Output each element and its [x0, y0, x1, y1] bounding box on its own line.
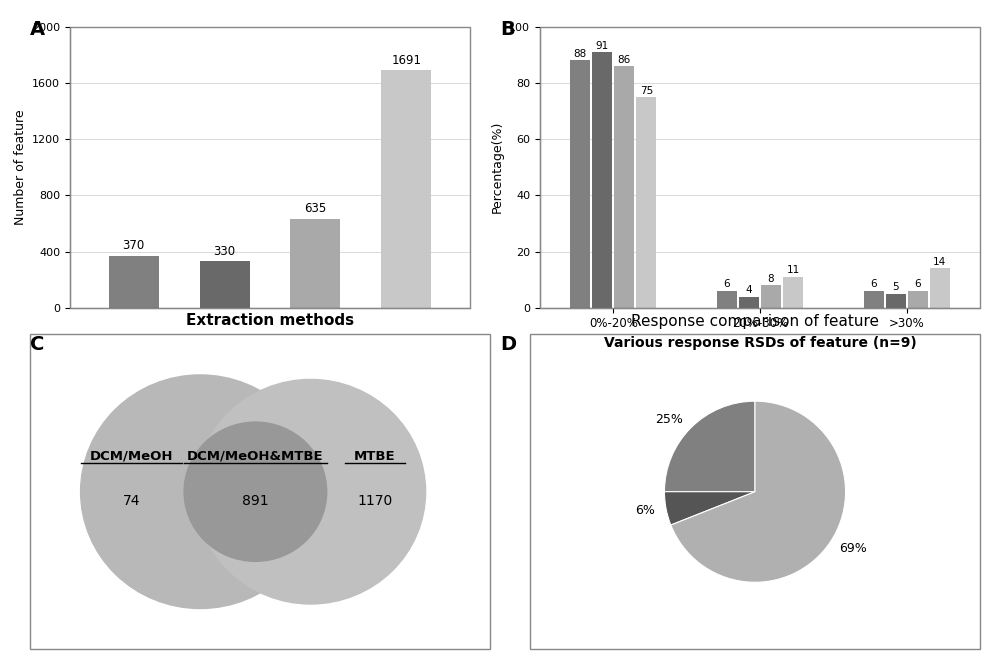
Bar	[636, 97, 656, 308]
Text: B: B	[500, 20, 515, 39]
Text: 4: 4	[746, 285, 752, 295]
Bar	[570, 60, 590, 308]
X-axis label: Various response RSDs of feature (n=9): Various response RSDs of feature (n=9)	[604, 336, 916, 350]
Title: Response comparison of feature: Response comparison of feature	[631, 314, 879, 329]
Text: D: D	[500, 334, 516, 353]
Bar	[592, 52, 612, 308]
Text: 91: 91	[596, 41, 609, 51]
Bar	[864, 291, 884, 308]
Text: 6: 6	[724, 280, 730, 290]
Bar	[886, 294, 906, 308]
Circle shape	[184, 422, 327, 561]
Bar	[739, 296, 759, 308]
Text: 75: 75	[640, 86, 653, 96]
Text: 11: 11	[786, 266, 800, 276]
Text: 25%: 25%	[655, 413, 683, 427]
Circle shape	[81, 375, 320, 609]
Bar	[783, 277, 803, 308]
Bar	[200, 262, 250, 308]
Bar	[908, 291, 928, 308]
Text: 891: 891	[242, 494, 269, 508]
Bar	[614, 66, 634, 308]
Y-axis label: Percentage(%): Percentage(%)	[491, 121, 504, 213]
Text: 8: 8	[768, 274, 774, 284]
Text: DCM/MeOH: DCM/MeOH	[89, 450, 173, 462]
Text: 69%: 69%	[839, 542, 867, 555]
Bar	[717, 291, 737, 308]
Text: 370: 370	[123, 240, 145, 252]
Text: 6: 6	[870, 280, 877, 290]
Text: MTBE: MTBE	[354, 450, 396, 462]
Bar	[381, 70, 431, 308]
Circle shape	[196, 379, 426, 604]
Text: 74: 74	[122, 494, 140, 508]
Wedge shape	[664, 492, 755, 525]
Text: 330: 330	[213, 245, 236, 258]
Bar	[109, 256, 159, 308]
Text: 88: 88	[574, 49, 587, 59]
Wedge shape	[664, 401, 755, 492]
Text: 635: 635	[304, 202, 327, 215]
X-axis label: Extraction methods: Extraction methods	[186, 313, 354, 328]
Text: 1170: 1170	[357, 494, 393, 508]
Text: 6: 6	[914, 280, 921, 290]
Bar	[761, 285, 781, 308]
Text: 5: 5	[892, 282, 899, 292]
Text: 1691: 1691	[391, 54, 421, 67]
Wedge shape	[671, 401, 846, 582]
Text: C: C	[30, 334, 44, 353]
Text: 6%: 6%	[635, 504, 655, 517]
Bar	[290, 219, 340, 308]
Text: 14: 14	[933, 257, 946, 267]
Bar	[930, 268, 950, 308]
Y-axis label: Number of feature: Number of feature	[14, 110, 27, 225]
Text: 86: 86	[618, 55, 631, 65]
Text: DCM/MeOH&MTBE: DCM/MeOH&MTBE	[187, 450, 324, 462]
Text: A: A	[30, 20, 45, 39]
